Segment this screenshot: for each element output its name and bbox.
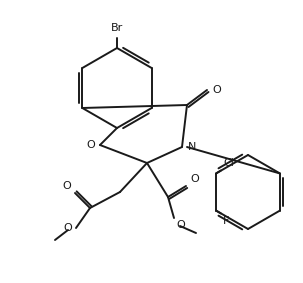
Text: Cl: Cl bbox=[223, 158, 234, 168]
Text: O: O bbox=[86, 140, 95, 150]
Text: O: O bbox=[63, 223, 72, 233]
Text: Br: Br bbox=[111, 23, 123, 33]
Text: N: N bbox=[188, 142, 196, 152]
Text: O: O bbox=[62, 181, 71, 191]
Text: O: O bbox=[190, 174, 199, 184]
Text: F: F bbox=[223, 215, 229, 226]
Text: O: O bbox=[212, 85, 221, 95]
Text: O: O bbox=[176, 220, 185, 230]
